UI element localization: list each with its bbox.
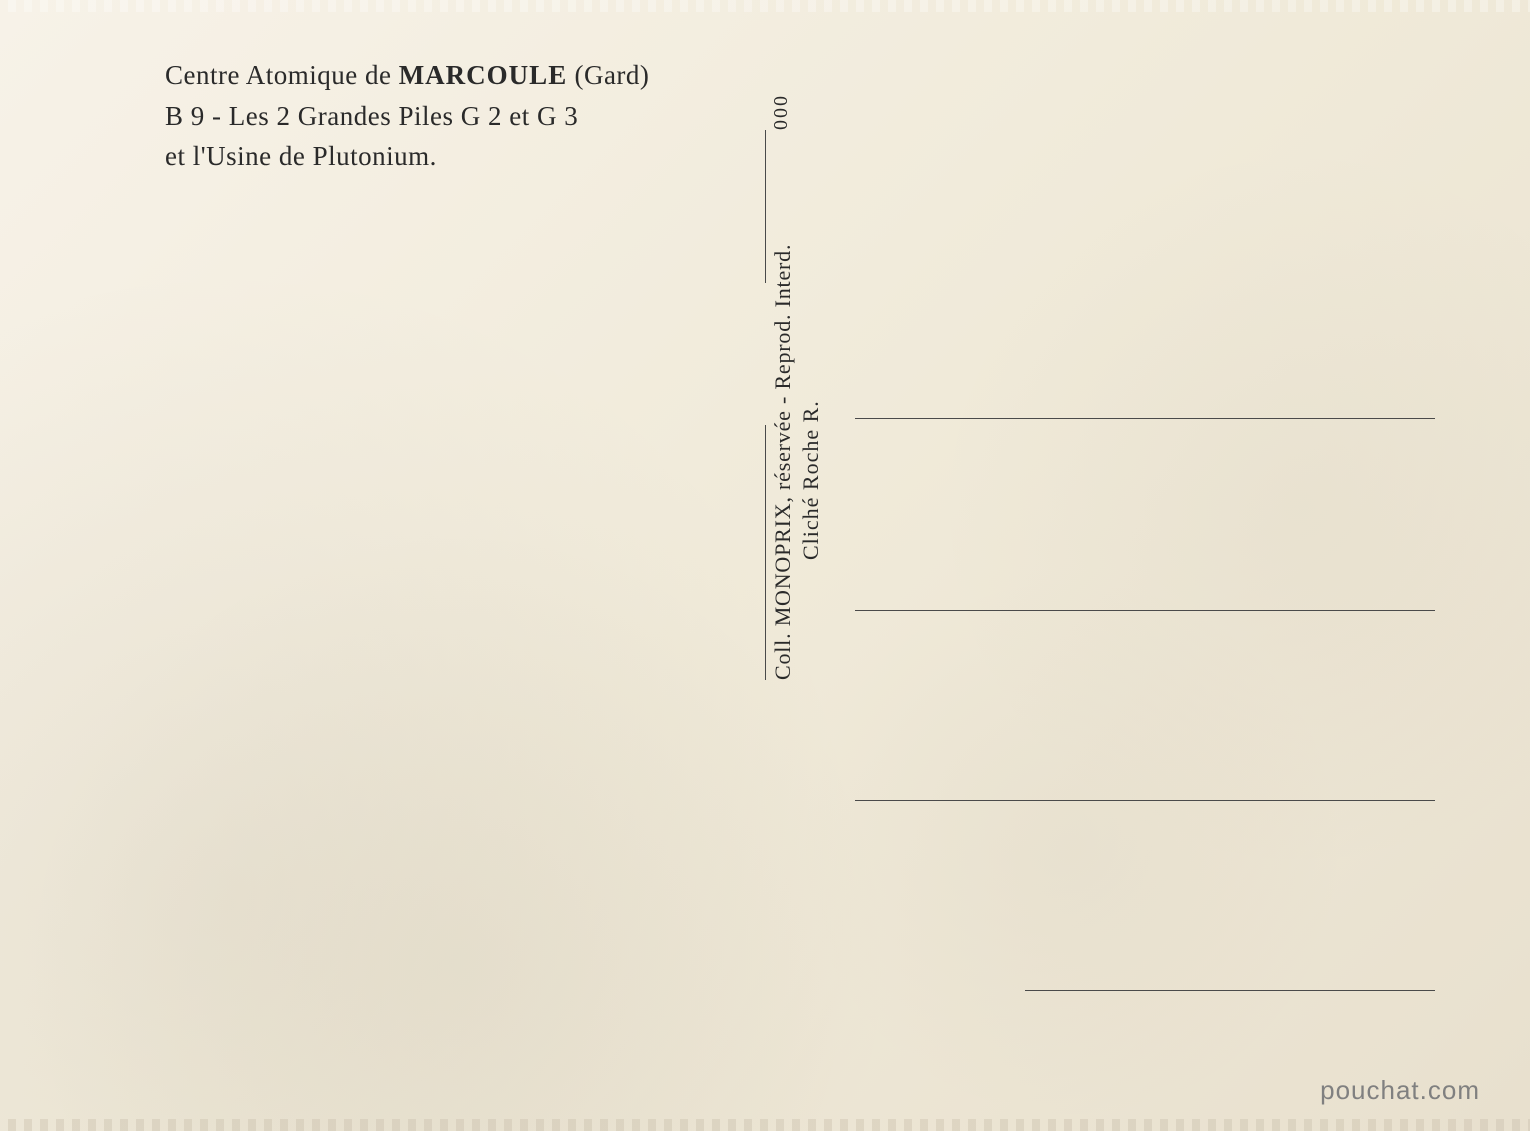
postcard-title: Centre Atomique de MARCOULE (Gard) B 9 -… [165,55,649,177]
center-divider-top [765,130,766,283]
watermark-text: pouchat.com [1320,1075,1480,1106]
address-line-1 [855,418,1435,419]
deckle-edge-bottom [0,1119,1530,1131]
reference-number: 000 [770,94,793,130]
title-line-1: Centre Atomique de MARCOULE (Gard) [165,55,649,96]
address-line-2 [855,610,1435,611]
center-divider-bottom [765,425,766,680]
publisher-text: Coll. MONOPRIX, réservée - Reprod. Inter… [770,244,796,680]
title-suffix: (Gard) [567,60,649,90]
title-location: MARCOULE [399,60,568,90]
title-prefix: Centre Atomique de [165,60,399,90]
address-line-4 [1025,990,1435,991]
address-line-3 [855,800,1435,801]
title-line-2: B 9 - Les 2 Grandes Piles G 2 et G 3 [165,96,649,137]
photo-credit: Cliché Roche R. [798,400,824,560]
title-line-3: et l'Usine de Plutonium. [165,136,649,177]
deckle-edge-top [0,0,1530,12]
postcard-back: Centre Atomique de MARCOULE (Gard) B 9 -… [0,0,1530,1131]
